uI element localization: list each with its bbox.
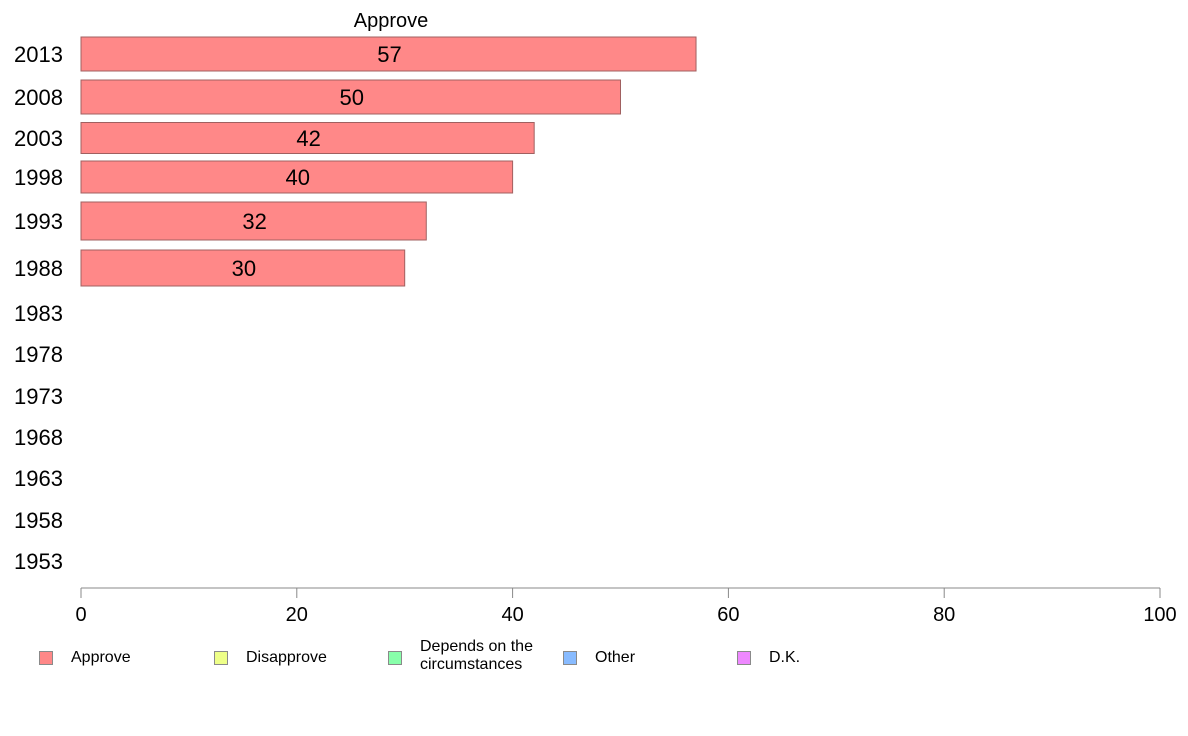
bar-2003 — [80, 122, 535, 154]
bar-1988 — [80, 249, 406, 287]
bar-1998 — [80, 160, 514, 194]
legend-label-depends-line1: Depends on the — [420, 638, 533, 655]
x-tick-label-20: 20 — [286, 604, 308, 626]
data-label-1993: 32 — [242, 209, 266, 234]
y-tick-label-1968: 1968 — [14, 425, 63, 450]
legend-swatch-dk — [737, 651, 751, 665]
y-tick-label-1983: 1983 — [14, 301, 63, 326]
legend-swatch-approve — [39, 651, 53, 665]
y-tick-label-1978: 1978 — [14, 342, 63, 367]
y-tick-label-1998: 1998 — [14, 165, 63, 190]
legend-item-depends[interactable]: Depends on the circumstances — [388, 637, 533, 674]
legend-label-depends: Depends on the circumstances — [420, 638, 533, 674]
bar-1993 — [80, 201, 427, 241]
y-tick-label-1993: 1993 — [14, 209, 63, 234]
legend-label-depends-line2: circumstances — [420, 656, 523, 673]
x-tick-label-80: 80 — [933, 604, 955, 626]
x-tick-label-40: 40 — [501, 604, 523, 626]
x-tick-label-0: 0 — [75, 604, 86, 626]
x-axis: 0 20 40 60 80 100 — [75, 587, 1177, 626]
y-tick-label-2003: 2003 — [14, 126, 63, 151]
y-tick-label-2013: 2013 — [14, 42, 63, 67]
y-tick-label-1973: 1973 — [14, 384, 63, 409]
legend-label-other: Other — [595, 649, 636, 666]
legend-item-approve[interactable]: Approve — [39, 637, 131, 667]
bars-layer: 57 50 42 40 32 30 — [80, 36, 697, 287]
legend-item-dk[interactable]: D.K. — [737, 637, 800, 667]
y-axis-labels: 2013 2008 2003 1998 1993 1988 1983 1978 1973 1968… — [14, 42, 63, 574]
data-label-2003: 42 — [296, 126, 320, 151]
data-label-2008: 50 — [340, 85, 364, 110]
legend-label-disapprove: Disapprove — [246, 649, 327, 666]
y-tick-label-1988: 1988 — [14, 256, 63, 281]
data-label-2013: 57 — [377, 42, 401, 67]
chart-title: Approve — [354, 10, 429, 32]
x-tick-label-100: 100 — [1143, 604, 1176, 626]
legend-swatch-depends — [388, 651, 402, 665]
legend-item-other[interactable]: Other — [563, 637, 635, 667]
bar-2008 — [80, 79, 621, 115]
legend-label-dk: D.K. — [769, 649, 801, 666]
legend-swatch-other — [563, 651, 577, 665]
bar-chart: Approve 57 50 42 40 32 30 2013 2008 2003 1998 199… — [14, 10, 1177, 626]
y-tick-label-2008: 2008 — [14, 85, 63, 110]
y-tick-label-1963: 1963 — [14, 466, 63, 491]
x-tick-label-60: 60 — [717, 604, 739, 626]
bar-2013 — [80, 36, 697, 72]
y-tick-label-1958: 1958 — [14, 508, 63, 533]
legend-label-approve: Approve — [71, 649, 131, 666]
legend-swatch-disapprove — [214, 651, 228, 665]
data-label-1988: 30 — [232, 256, 256, 281]
legend: Approve Disapprove Depends on the circum… — [0, 637, 1188, 687]
data-label-1998: 40 — [286, 165, 310, 190]
y-tick-label-1953: 1953 — [14, 549, 63, 574]
legend-item-disapprove[interactable]: Disapprove — [214, 637, 327, 667]
